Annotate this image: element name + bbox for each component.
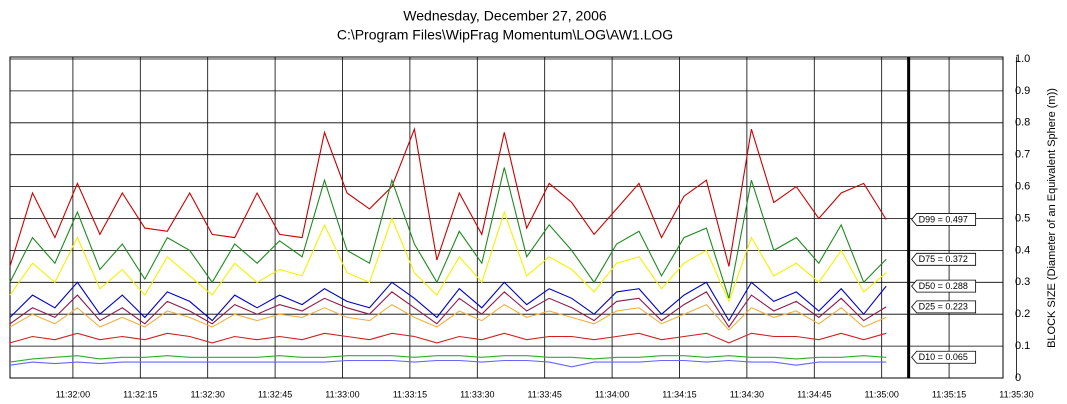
y-tick-label: 1.0 <box>1015 53 1030 65</box>
x-tick-label: 11:33:00 <box>325 389 359 399</box>
y-tick-label: 0.9 <box>1015 85 1030 97</box>
y-tick-label: 0.5 <box>1015 212 1030 224</box>
series-line <box>9 332 887 344</box>
y-tick-label: 0.2 <box>1015 308 1030 320</box>
value-label-box <box>911 350 977 364</box>
series-line <box>9 303 887 331</box>
y-tick-label: 0.1 <box>1015 340 1030 352</box>
x-tick-label: 11:33:45 <box>528 389 562 399</box>
x-tick-label: 11:34:15 <box>662 389 696 399</box>
y-tick-label: 0.4 <box>1015 244 1030 256</box>
y-tick-label: 0.8 <box>1015 117 1030 129</box>
value-label-box <box>911 279 977 293</box>
x-tick-label: 11:33:15 <box>393 389 427 399</box>
value-label: D25 = 0.223 <box>919 302 968 312</box>
x-tick-label: 11:35:15 <box>932 389 966 399</box>
x-tick-label: 11:34:45 <box>797 389 831 399</box>
chart-title: Wednesday, December 27, 2006 <box>403 8 607 24</box>
series-line <box>9 291 887 328</box>
series-line <box>9 359 887 368</box>
x-tick-label: 11:32:15 <box>123 389 157 399</box>
series-line <box>9 167 887 299</box>
value-label-box <box>911 252 977 266</box>
series-line <box>9 210 887 303</box>
value-label: D10 = 0.065 <box>919 352 968 362</box>
value-label: D50 = 0.288 <box>919 281 968 291</box>
series-line <box>9 281 887 322</box>
y-tick-label: 0 <box>1015 372 1021 384</box>
x-tick-label: 11:32:00 <box>56 389 90 399</box>
value-label: D75 = 0.372 <box>919 254 968 264</box>
chart-subtitle: C:\Program Files\WipFrag Momentum\LOG\AW… <box>337 27 673 43</box>
value-label-box <box>911 300 977 314</box>
series-line <box>9 355 887 363</box>
x-tick-label: 11:34:00 <box>595 389 629 399</box>
series-line <box>9 127 887 267</box>
x-tick-label: 11:33:30 <box>460 389 494 399</box>
value-label: D99 = 0.497 <box>919 214 968 224</box>
x-tick-label: 11:35:30 <box>999 389 1033 399</box>
x-tick-label: 11:32:45 <box>258 389 292 399</box>
x-tick-label: 11:34:30 <box>730 389 764 399</box>
y-axis-label: BLOCK SIZE (Diameter of an Equivalent Sp… <box>1046 88 1058 348</box>
x-tick-label: 11:32:30 <box>191 389 225 399</box>
y-tick-label: 0.7 <box>1015 149 1030 161</box>
y-tick-label: 0.3 <box>1015 276 1030 288</box>
value-label-box <box>911 213 977 226</box>
y-tick-label: 0.6 <box>1015 181 1030 193</box>
x-tick-label: 11:35:00 <box>864 389 898 399</box>
